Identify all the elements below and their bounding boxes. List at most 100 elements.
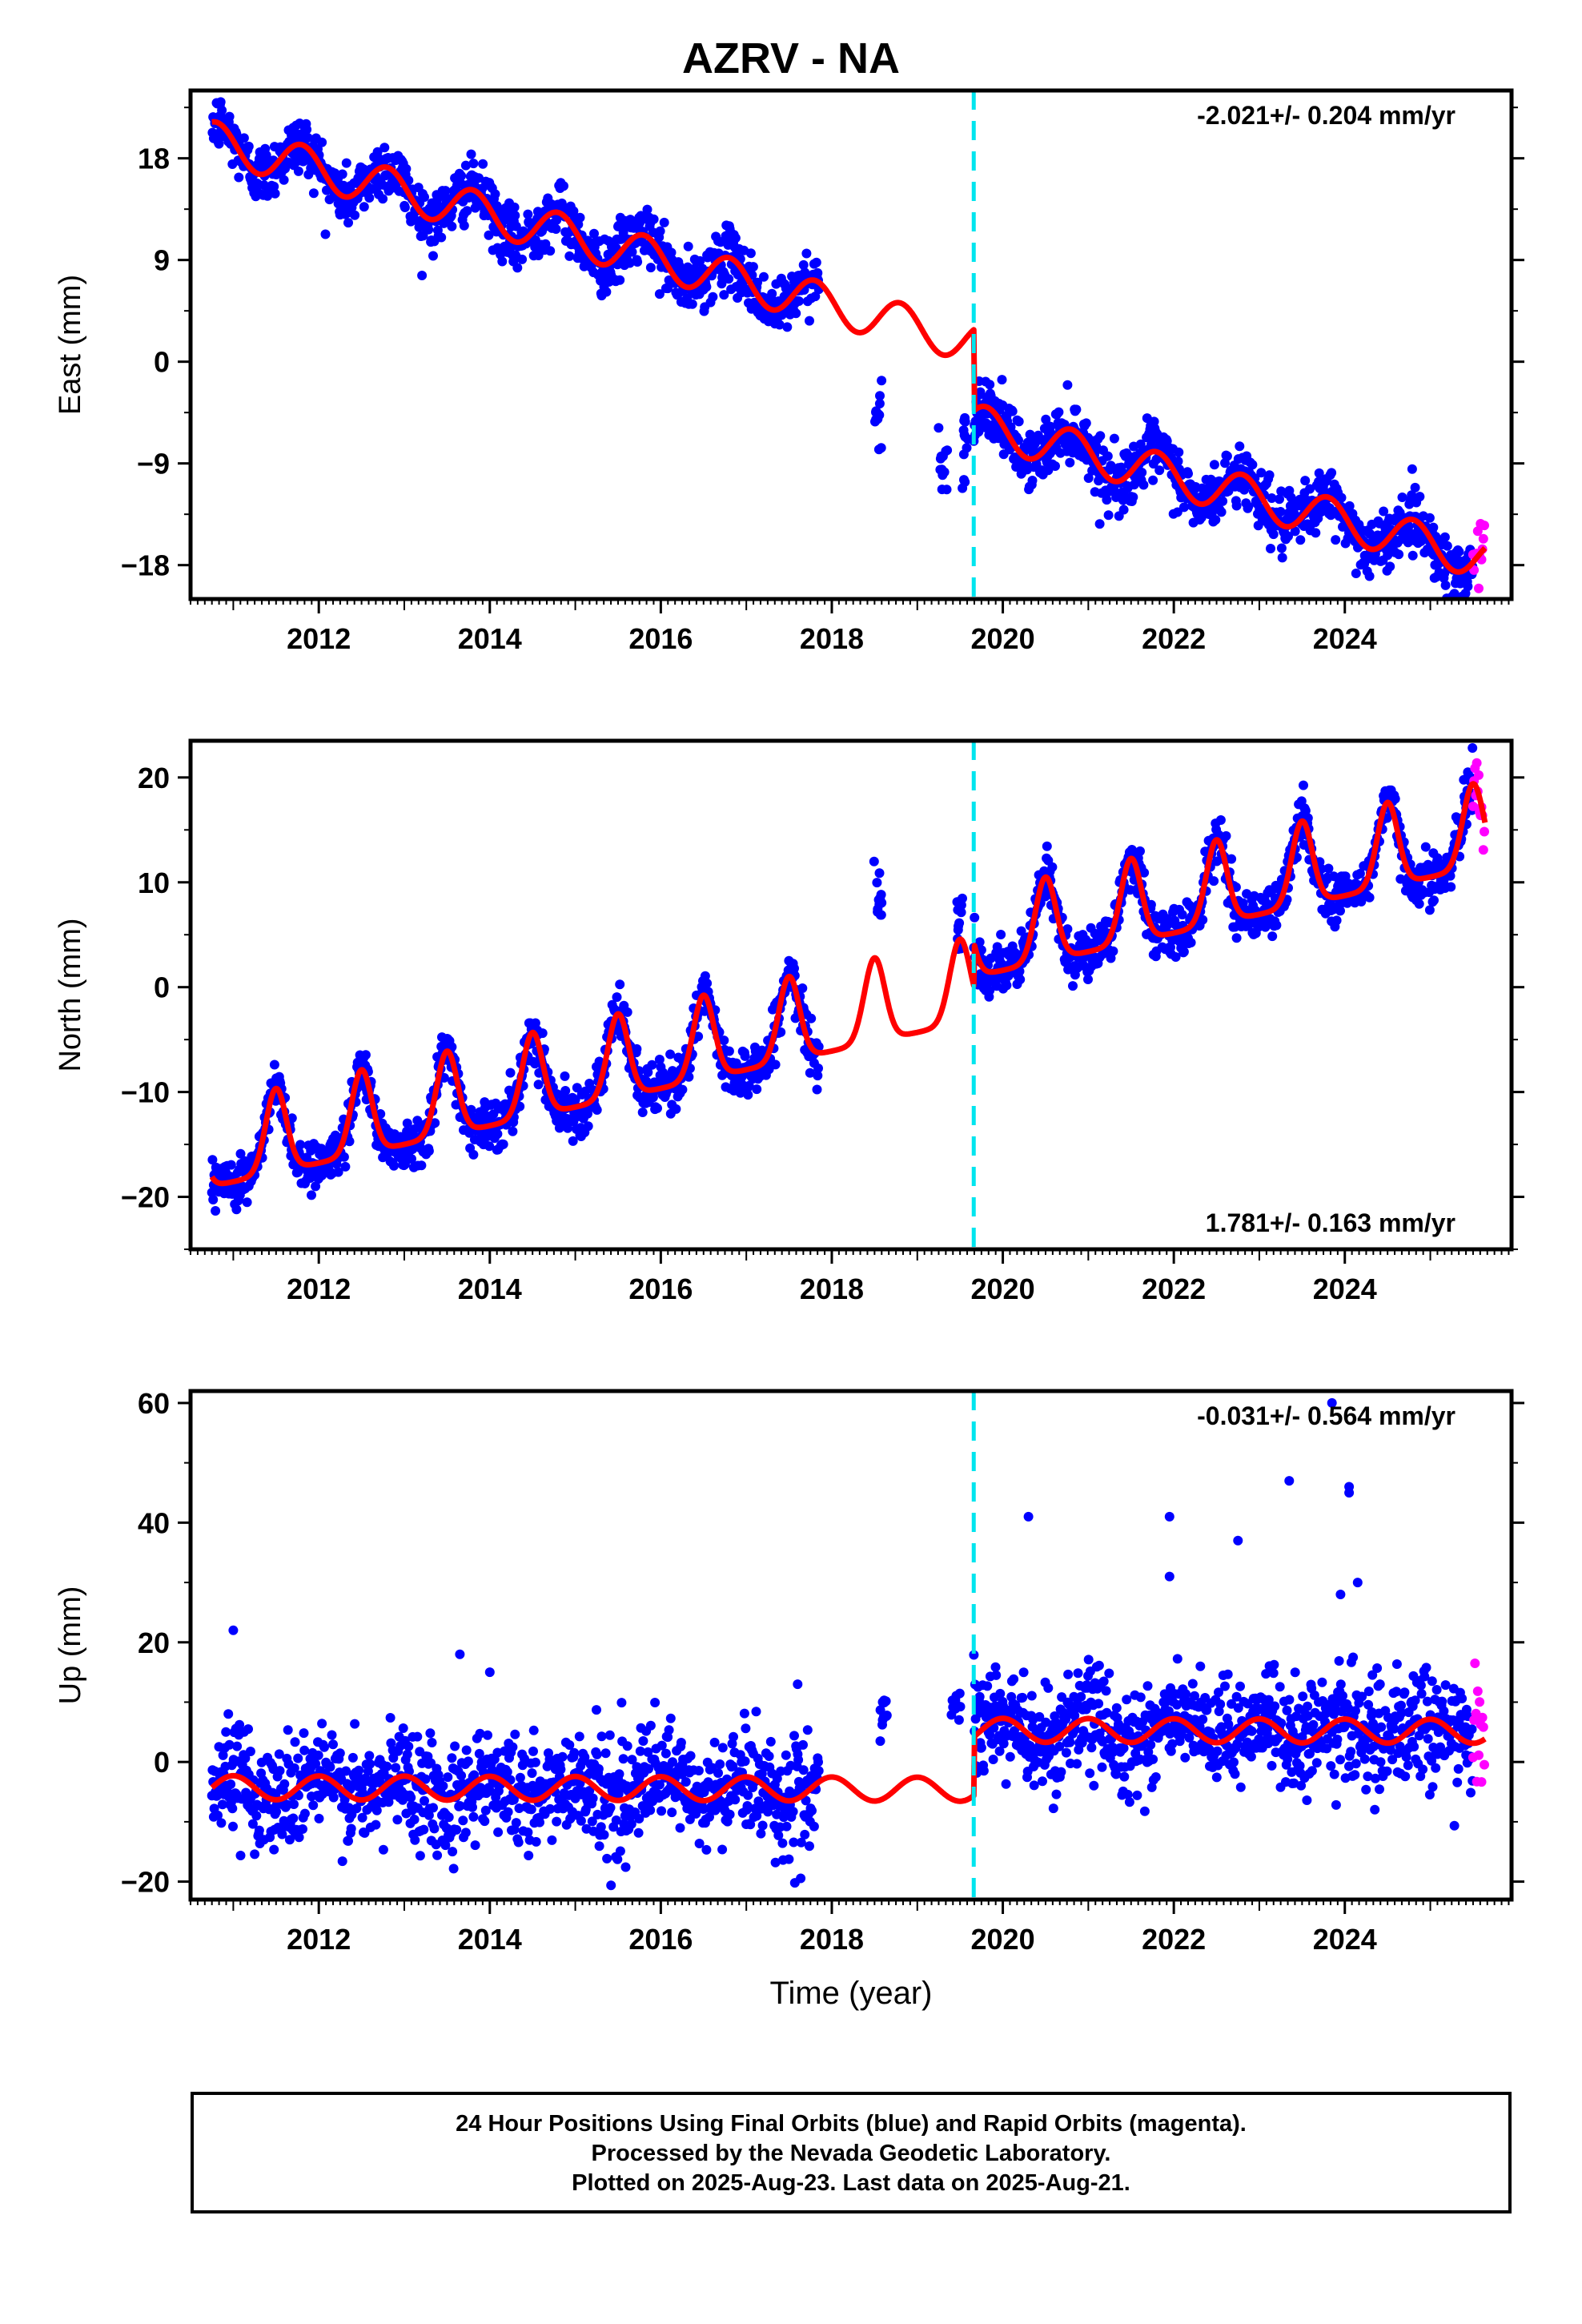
y-tick-label: 0 (154, 971, 170, 1004)
data-point (234, 172, 244, 183)
data-point (447, 1753, 457, 1763)
data-point (1275, 494, 1284, 505)
data-point (269, 1059, 279, 1070)
data-point (214, 139, 224, 149)
data-point (364, 193, 375, 203)
data-point (666, 247, 677, 258)
data-point (1463, 581, 1473, 592)
data-point (415, 1851, 425, 1861)
data-point (877, 376, 887, 386)
data-point (400, 203, 410, 212)
data-point (869, 856, 879, 866)
data-point (702, 978, 713, 988)
data-point (1118, 505, 1129, 515)
data-point (564, 251, 575, 261)
data-point (719, 290, 729, 300)
data-point (683, 241, 693, 251)
data-point (484, 230, 494, 240)
data-point (207, 1188, 217, 1198)
data-point (801, 248, 812, 259)
data-point (574, 1731, 584, 1742)
data-point (1300, 476, 1311, 486)
data-point (1007, 406, 1018, 416)
y-axis-label: East (mm) (54, 275, 87, 415)
x-tick-label: 2016 (628, 1273, 693, 1305)
data-point (1468, 743, 1478, 753)
data-point (420, 192, 429, 203)
data-point (1267, 931, 1278, 942)
data-point (440, 186, 451, 196)
data-point (468, 159, 479, 169)
data-point (1216, 507, 1227, 517)
data-point (655, 226, 665, 236)
data-point (1209, 460, 1219, 470)
panel-north: 2012 2014 2016 2018 2020 2022 202420100−10−20N… (54, 738, 1524, 1305)
y-tick-label: −18 (121, 549, 170, 582)
rapid-point (1480, 826, 1489, 837)
data-point (463, 1756, 473, 1767)
data-point (468, 1811, 479, 1822)
y-tick-label: −10 (121, 1076, 170, 1109)
data-point (346, 1823, 356, 1834)
data-point (1186, 938, 1196, 947)
data-point (333, 1167, 343, 1177)
data-point (960, 412, 970, 423)
data-point (425, 1728, 436, 1739)
data-point (371, 1819, 381, 1830)
data-point (438, 1781, 448, 1791)
data-point (498, 1139, 508, 1149)
data-point (1446, 882, 1456, 892)
data-point (328, 1792, 339, 1803)
data-point (1449, 589, 1460, 599)
data-point (347, 1752, 358, 1763)
data-point (226, 1779, 236, 1789)
data-point (1314, 468, 1324, 478)
data-point (1211, 515, 1221, 525)
data-point (401, 163, 412, 174)
data-point (1183, 468, 1193, 479)
data-point (317, 137, 327, 147)
data-point (997, 375, 1007, 385)
data-point (389, 1160, 399, 1171)
data-point (251, 1811, 262, 1821)
data-point (308, 1800, 319, 1811)
data-point (497, 256, 508, 267)
data-point (392, 1815, 403, 1825)
data-point (1095, 431, 1106, 441)
data-point (468, 1149, 479, 1160)
data-point (269, 181, 279, 191)
data-point (1331, 915, 1342, 926)
rapid-point (1472, 758, 1482, 768)
data-point (684, 1072, 694, 1082)
x-tick-label: 2018 (800, 622, 864, 655)
y-tick-label: 20 (138, 762, 170, 794)
data-point (452, 1824, 462, 1835)
y-tick-label: 18 (138, 143, 170, 175)
data-point (1331, 535, 1341, 545)
data-point (1065, 457, 1075, 468)
data-point (1290, 526, 1300, 537)
data-point (512, 263, 523, 273)
data-point (419, 1824, 429, 1835)
data-point (1148, 475, 1158, 485)
data-point (524, 1851, 534, 1860)
data-point (652, 1103, 662, 1113)
data-point (320, 229, 331, 239)
data-point (343, 1835, 353, 1846)
data-point (354, 1765, 364, 1775)
data-point (935, 464, 946, 475)
data-point (782, 322, 793, 332)
data-point (701, 282, 712, 292)
data-point (288, 1813, 299, 1823)
data-point (648, 214, 659, 224)
data-point (1209, 876, 1219, 887)
x-tick-label: 2022 (1142, 622, 1206, 655)
data-point (642, 204, 652, 215)
data-point (632, 1043, 642, 1054)
data-point (1271, 920, 1282, 931)
data-point (806, 1013, 817, 1023)
data-point (461, 1745, 472, 1755)
data-point (568, 1136, 578, 1146)
data-point (547, 1835, 557, 1845)
data-point (1162, 436, 1172, 446)
